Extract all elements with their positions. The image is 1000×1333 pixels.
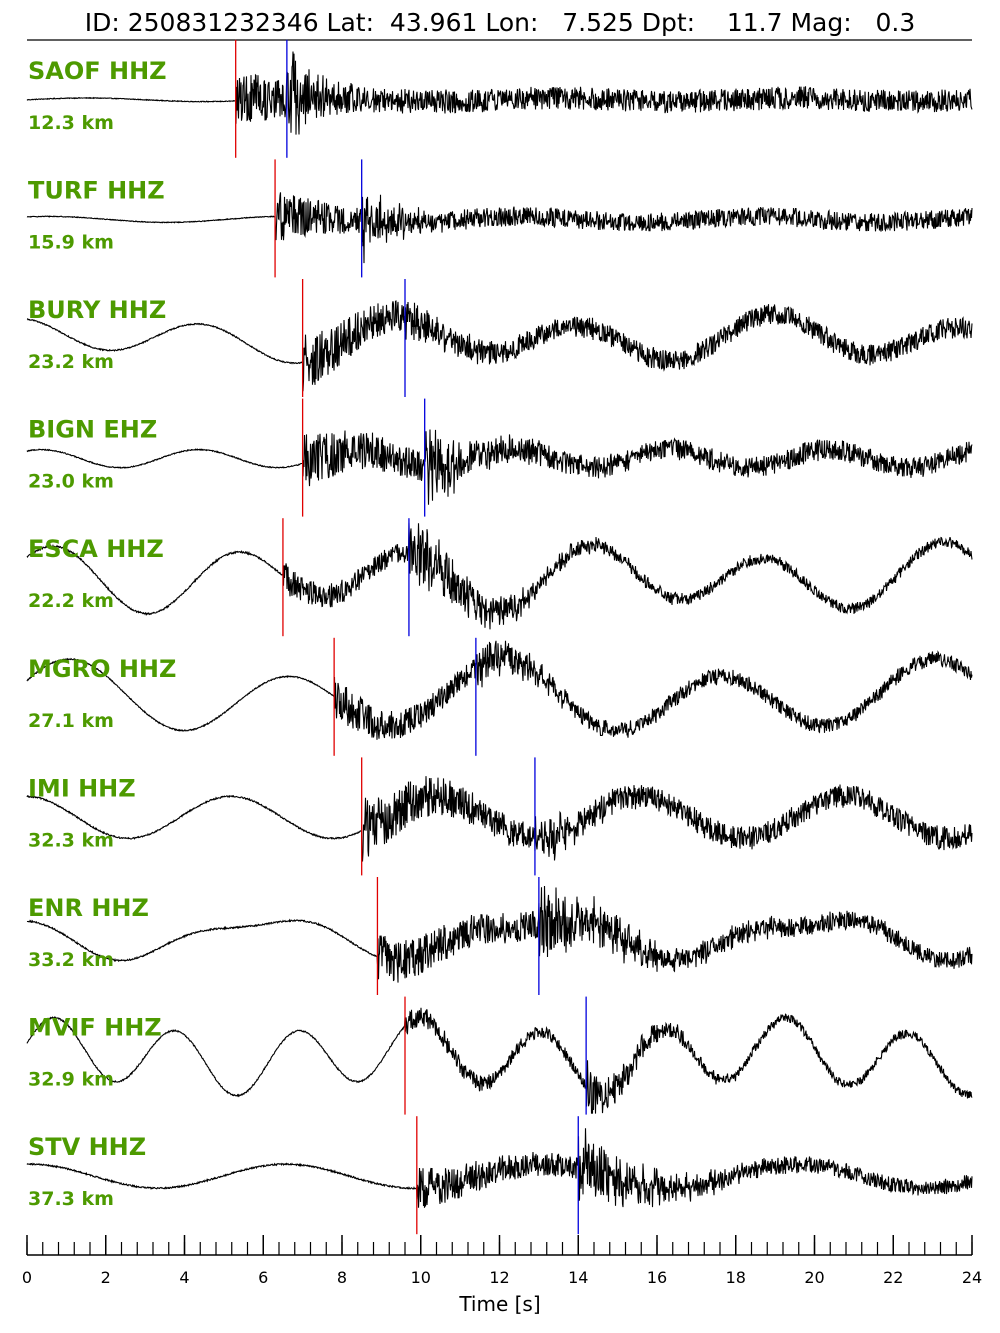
waveform-line [26,885,973,983]
trace-row: MGRO HHZ 27.1 km [26,637,973,756]
station-label: BIGN EHZ [28,416,157,444]
waveform-line [26,522,973,630]
station-label: IMI HHZ [28,774,136,802]
distance-label: 23.2 km [28,351,114,373]
distance-label: 32.9 km [28,1069,114,1091]
x-tick-label: 22 [883,1268,903,1287]
waveform-line [26,51,973,135]
trace-row: BURY HHZ 23.2 km [26,279,973,397]
distance-label: 27.1 km [28,710,114,732]
x-tick-label: 8 [337,1268,347,1287]
station-label: STV HHZ [28,1133,146,1161]
x-axis-label: Time [s] [458,1292,540,1316]
waveform-line [26,640,973,740]
waveform-line [26,429,973,505]
waveform-line [26,192,973,264]
station-label: BURY HHZ [28,296,166,324]
x-tick-label: 0 [22,1268,32,1287]
trace-row: IMI HHZ 32.3 km [26,757,973,876]
waveform-line [26,1128,973,1208]
waveform-line [26,1007,973,1114]
x-tick-label: 16 [647,1268,667,1287]
distance-label: 15.9 km [28,231,114,253]
station-label: TURF HHZ [28,176,165,204]
x-tick-label: 6 [258,1268,268,1287]
trace-row: ENR HHZ 33.2 km [26,877,973,995]
x-tick-label: 2 [101,1268,111,1287]
distance-label: 32.3 km [28,829,114,851]
station-label: SAOF HHZ [28,57,167,85]
distance-label: 12.3 km [28,112,114,134]
x-tick-label: 10 [411,1268,431,1287]
chart-title: ID: 250831232346 Lat: 43.961 Lon: 7.525 … [85,8,916,37]
distance-label: 37.3 km [28,1188,114,1210]
trace-row: SAOF HHZ 12.3 km [26,39,973,158]
waveform-line [26,300,973,392]
waveform-line [26,776,973,862]
trace-row: STV HHZ 37.3 km [26,1116,973,1235]
x-tick-label: 18 [726,1268,746,1287]
distance-label: 23.0 km [28,471,114,493]
traces-group: SAOF HHZ 12.3 km TURF HHZ 15.9 km BURY HHZ 23… [26,39,973,1235]
x-axis: 0 2 4 6 8 10 12 14 16 18 20 22 24 [22,1235,982,1287]
x-tick-label: 12 [489,1268,509,1287]
distance-label: 22.2 km [28,590,114,612]
x-tick-label: 14 [568,1268,588,1287]
station-label: MGRO HHZ [28,655,176,683]
station-label: ESCA HHZ [28,535,164,563]
trace-row: ESCA HHZ 22.2 km [26,518,973,637]
distance-label: 33.2 km [28,949,114,971]
station-label: MVIF HHZ [28,1014,162,1042]
x-tick-label: 4 [179,1268,189,1287]
x-tick-label: 24 [962,1268,982,1287]
trace-row: BIGN EHZ 23.0 km [26,398,973,517]
trace-row: TURF HHZ 15.9 km [26,159,973,278]
trace-row: MVIF HHZ 32.9 km [26,996,973,1115]
station-label: ENR HHZ [28,894,149,922]
x-tick-label: 20 [804,1268,824,1287]
